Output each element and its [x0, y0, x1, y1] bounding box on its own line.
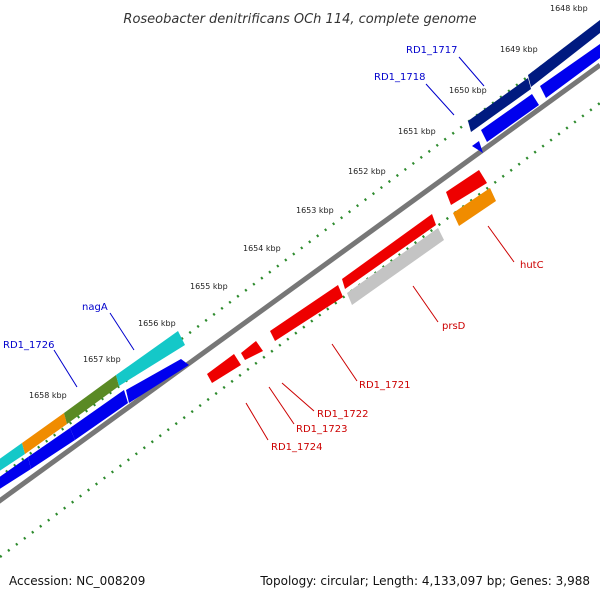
inner-tick-ring: [0, 102, 600, 558]
gene-prsD[interactable]: [347, 228, 444, 305]
gene-rd1-1721[interactable]: [342, 214, 436, 289]
kbp-label: 1657 kbp: [83, 355, 121, 364]
leader-rd1-1717: [458, 56, 485, 87]
label-leader-lines: [53, 56, 515, 441]
blue-strand-genes: [0, 44, 600, 490]
gene-nagA[interactable]: [64, 375, 119, 424]
kbp-label: 1656 kbp: [138, 319, 176, 328]
gene-rd1-1726[interactable]: [0, 443, 25, 472]
kbp-label: 1655 kbp: [190, 282, 228, 291]
reverse-strand-genes: [207, 170, 496, 383]
leader-rd1-1723: [268, 386, 295, 425]
leader-nagA: [109, 312, 135, 351]
gene-label-nagA[interactable]: nagA: [82, 302, 108, 313]
gene-cyan-forward[interactable]: [116, 331, 185, 386]
leader-rd1-1721: [331, 343, 358, 382]
gene-label-prsD[interactable]: prsD: [442, 321, 466, 332]
gene-blue-upper[interactable]: [540, 44, 600, 98]
gene-label-rd1-1726[interactable]: RD1_1726: [3, 340, 54, 351]
kbp-label: 1652 kbp: [348, 167, 386, 176]
kbp-label: 1658 kbp: [29, 391, 67, 400]
gene-small-blue[interactable]: [472, 141, 483, 153]
gene-blue-lower-4[interactable]: [126, 359, 189, 403]
inner-minor-ticks: [0, 102, 600, 558]
gene-label-hutC[interactable]: hutC: [520, 260, 544, 271]
kbp-label: 1651 kbp: [398, 127, 436, 136]
gene-rd1-1716[interactable]: [528, 20, 600, 87]
genome-backbone: [0, 62, 600, 504]
leader-rd1-1722: [281, 382, 315, 412]
gene-blue-lower-2[interactable]: [28, 428, 75, 469]
gene-orange-forward[interactable]: [22, 413, 67, 454]
gene-label-rd1-1723[interactable]: RD1_1723: [296, 424, 347, 435]
gene-rd1-1717[interactable]: [468, 78, 531, 132]
kbp-label: 1653 kbp: [296, 206, 334, 215]
gene-blue-lower-1[interactable]: [0, 457, 31, 490]
gene-label-rd1-1717[interactable]: RD1_1717: [406, 45, 457, 56]
leader-rd1-1726: [53, 349, 78, 388]
gene-labels: RD1_1717 RD1_1718 nagA RD1_1726 hutC prs…: [3, 45, 544, 453]
leader-rd1-1718: [425, 83, 455, 116]
accession-text: Accession: NC_008209: [9, 574, 146, 588]
map-title: Roseobacter denitrificans OCh 114, compl…: [123, 12, 476, 27]
gene-label-rd1-1721[interactable]: RD1_1721: [359, 380, 410, 391]
gene-hutC[interactable]: [453, 188, 496, 226]
outer-tick-ring: [0, 21, 600, 479]
kbp-label: 1648 kbp: [550, 4, 588, 13]
gene-rd1-1718[interactable]: [481, 94, 539, 142]
kbp-label: 1650 kbp: [449, 86, 487, 95]
genome-summary-text: Topology: circular; Length: 4,133,097 bp…: [260, 574, 590, 588]
kbp-label: 1649 kbp: [500, 45, 538, 54]
leader-rd1-1724: [245, 402, 269, 441]
gene-rd1-1724[interactable]: [207, 354, 241, 383]
gene-red-upper[interactable]: [446, 170, 487, 205]
gene-blue-lower-3[interactable]: [70, 390, 128, 440]
gene-label-rd1-1718[interactable]: RD1_1718: [374, 72, 425, 83]
outer-minor-ticks: [0, 21, 600, 479]
leader-hutC: [487, 225, 515, 263]
forward-strand-genes: [0, 20, 600, 472]
kbp-label: 1654 kbp: [243, 244, 281, 253]
gene-label-rd1-1722[interactable]: RD1_1722: [317, 409, 368, 420]
leader-prsD: [412, 285, 439, 323]
gene-rd1-1722[interactable]: [270, 285, 343, 341]
gene-rd1-1723[interactable]: [241, 341, 263, 360]
gene-label-rd1-1724[interactable]: RD1_1724: [271, 442, 322, 453]
kbp-scale-labels: 1648 kbp 1649 kbp 1650 kbp 1651 kbp 1652…: [29, 4, 588, 400]
